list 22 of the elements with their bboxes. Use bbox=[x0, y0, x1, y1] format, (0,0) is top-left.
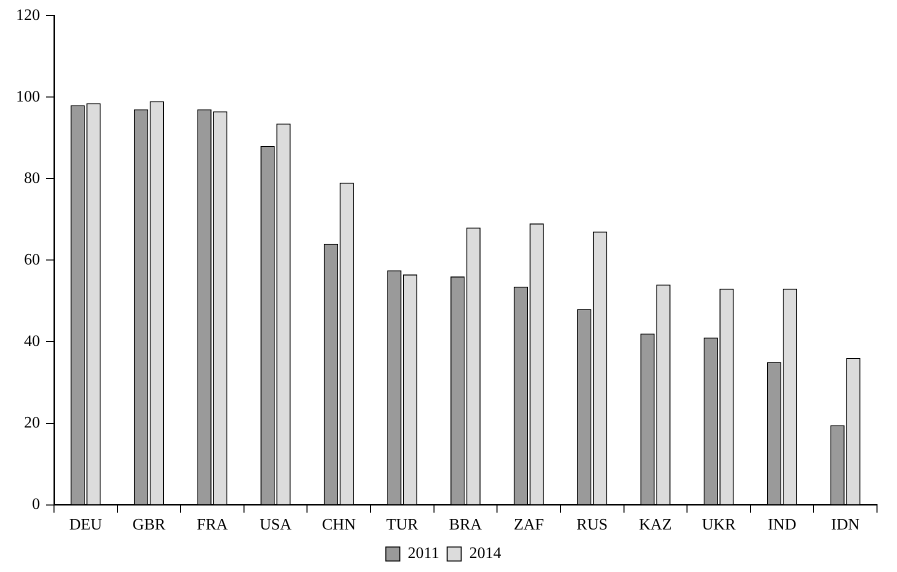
x-tick-label: TUR bbox=[386, 516, 419, 534]
x-tick-label: GBR bbox=[132, 516, 166, 534]
x-tick-label: RUS bbox=[576, 516, 608, 534]
y-tick-label: 40 bbox=[24, 332, 40, 350]
x-tick-label: IND bbox=[768, 516, 796, 534]
x-tick-label: UKR bbox=[702, 516, 736, 534]
legend-label: 2014 bbox=[469, 545, 502, 562]
y-tick-label: 60 bbox=[24, 251, 40, 268]
x-tick-label: ZAF bbox=[514, 516, 544, 534]
x-tick-label: DEU bbox=[69, 516, 103, 534]
x-tick-label: KAZ bbox=[638, 516, 672, 534]
y-tick-label: 80 bbox=[24, 170, 40, 187]
y-tick-label: 0 bbox=[32, 496, 40, 514]
x-tick-label: IDN bbox=[831, 516, 860, 534]
x-tick-label: BRA bbox=[449, 516, 482, 534]
y-tick-label: 20 bbox=[24, 414, 40, 432]
legend-label: 2011 bbox=[408, 545, 440, 562]
y-tick-label: 120 bbox=[16, 6, 40, 24]
y-tick-label: 100 bbox=[16, 88, 40, 106]
x-tick-label: FRA bbox=[196, 516, 228, 534]
x-tick-label: USA bbox=[260, 516, 292, 534]
x-tick-label: CHN bbox=[322, 516, 356, 534]
